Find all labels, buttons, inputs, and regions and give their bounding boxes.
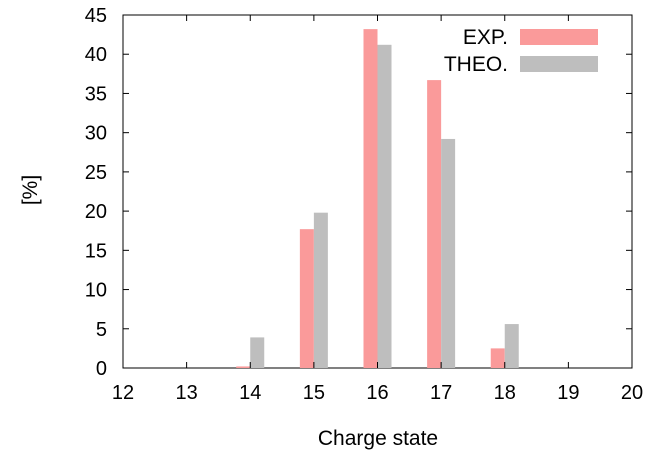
bar-exp-14 — [236, 366, 251, 368]
y-tick-label: 20 — [85, 201, 107, 223]
bar-theo-16 — [377, 44, 392, 368]
bar-exp-18 — [490, 348, 505, 368]
legend: EXP. THEO. — [444, 26, 598, 76]
y-tick-label: 10 — [85, 280, 107, 302]
x-tick-label: 20 — [621, 382, 643, 404]
y-tick-label: 40 — [85, 44, 107, 66]
x-tick-label: 19 — [557, 382, 579, 404]
x-tick-label: 16 — [366, 382, 388, 404]
y-tick-label: 25 — [85, 162, 107, 184]
legend-label-exp: EXP. — [463, 26, 508, 49]
y-tick-label: 15 — [85, 240, 107, 262]
axes: 12 13 14 15 16 17 18 19 20 0 5 10 15 20 25 30 35 40 45 — [85, 5, 643, 404]
x-tick-label: 12 — [112, 382, 134, 404]
x-axis-title: Charge state — [318, 427, 438, 450]
x-tick-label: 18 — [494, 382, 516, 404]
y-tick-label: 30 — [85, 123, 107, 145]
bar-theo-14 — [250, 337, 265, 368]
y-tick-label: 0 — [96, 358, 107, 380]
y-tick-label: 35 — [85, 83, 107, 105]
y-axis-title: [%] — [19, 175, 42, 205]
x-tick-label: 14 — [239, 382, 261, 404]
bar-exp-16 — [363, 29, 378, 369]
bar-theo-15 — [313, 212, 328, 368]
bar-exp-17 — [427, 80, 442, 368]
bars — [236, 29, 519, 369]
legend-swatch-theo — [520, 56, 598, 72]
x-tick-label: 13 — [176, 382, 198, 404]
bar-theo-17 — [441, 138, 456, 368]
legend-label-theo: THEO. — [444, 53, 508, 76]
bar-exp-15 — [299, 229, 314, 368]
y-tick-label: 5 — [96, 319, 107, 341]
y-tick-label: 45 — [85, 5, 107, 27]
x-tick-label: 17 — [430, 382, 452, 404]
bar-theo-18 — [504, 324, 519, 368]
x-tick-label: 15 — [303, 382, 325, 404]
legend-swatch-exp — [520, 29, 598, 45]
